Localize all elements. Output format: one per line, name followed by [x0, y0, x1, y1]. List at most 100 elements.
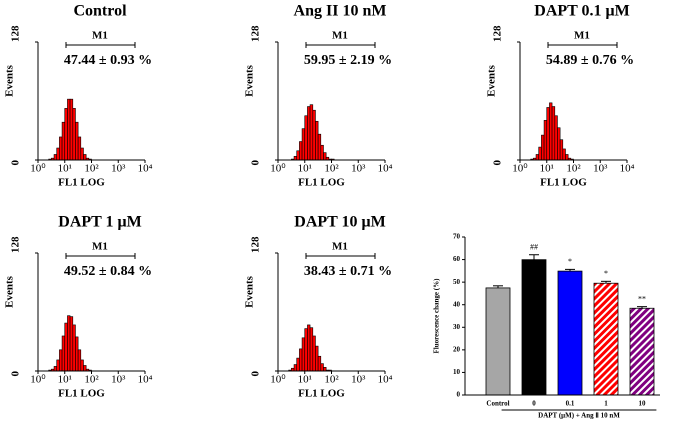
y-axis-label: Events: [244, 64, 256, 97]
y-tick-label: 0: [10, 160, 22, 166]
histogram-bar: [562, 148, 566, 161]
y-tick-label: 0: [250, 371, 262, 377]
gate-bracket: [65, 253, 136, 259]
y-tick-label: 20: [453, 345, 461, 353]
panel-title: Ang II 10 nM: [294, 3, 387, 20]
histogram-bar: [299, 141, 303, 161]
histogram-bar: [296, 357, 300, 372]
x-tick-label: 10¹: [58, 374, 72, 386]
x-tick-label: 1: [604, 400, 608, 408]
histogram-bar: [75, 121, 79, 161]
gate-annotation: 59.95 ± 2.19 %: [304, 53, 392, 68]
y-tick-label: 128: [250, 25, 262, 42]
significance-mark: *: [568, 257, 572, 266]
x-tick-label: 10⁴: [378, 163, 393, 175]
histogram-bar: [541, 134, 545, 161]
histogram-bar: [53, 366, 58, 372]
histogram-bar: [299, 348, 303, 372]
histogram-bar: [56, 359, 60, 372]
y-tick-label: 60: [453, 255, 461, 263]
y-tick-label: 0: [250, 160, 262, 166]
x-tick-label: 10¹: [298, 374, 312, 386]
x-tick-label: 10: [639, 400, 647, 408]
histogram-bar: [315, 120, 319, 161]
gate-annotation: 49.52 ± 0.84 %: [64, 264, 152, 279]
histogram-bar: [304, 328, 308, 372]
histogram-bar: [80, 359, 84, 372]
bar: [593, 282, 619, 396]
gate-bracket: [547, 42, 618, 48]
histogram-bar: [320, 144, 324, 161]
y-tick-label: 128: [492, 25, 504, 42]
x-tick-label: 10⁴: [620, 163, 635, 175]
x-tick-label: 10⁴: [138, 163, 153, 175]
histogram-bar: [551, 106, 556, 161]
histogram-bar: [69, 98, 74, 161]
gate-label: M1: [332, 241, 348, 253]
x-tick-label: 10⁰: [30, 374, 46, 386]
x-tick-label: 10¹: [540, 163, 554, 175]
histogram-bar: [565, 154, 569, 161]
x-tick-label: 10³: [593, 163, 608, 175]
histogram-bar: [293, 364, 298, 372]
panel-title: DAPT 1 μM: [58, 214, 141, 231]
histogram-bar: [61, 335, 66, 372]
y-tick-label: 0: [492, 160, 504, 166]
x-axis-label: FL1 LOG: [298, 388, 345, 400]
histogram-bar: [312, 109, 316, 161]
panel-title: DAPT 0.1 μM: [534, 3, 629, 20]
histogram-bar: [559, 139, 564, 161]
y-tick-label: 128: [10, 236, 22, 253]
histogram-bar: [323, 152, 327, 161]
x-axis-label: DAPT (μM) + Ang Ⅱ 10 nM: [538, 412, 620, 420]
histogram-bar: [315, 345, 319, 372]
x-tick-label: 10²: [324, 374, 339, 386]
x-tick-label: 10²: [324, 163, 339, 175]
histogram-bar: [554, 115, 558, 161]
histogram-bar: [56, 147, 60, 161]
x-tick-label: 10³: [351, 374, 366, 386]
gate-label: M1: [92, 241, 108, 253]
gate-annotation: 54.89 ± 0.76 %: [546, 53, 634, 68]
bar: [629, 307, 655, 396]
x-tick-label: 10⁰: [512, 163, 528, 175]
significance-mark: ##: [530, 243, 538, 252]
histogram-bar: [296, 150, 300, 161]
x-tick-label: 10²: [84, 374, 99, 386]
panel-title: Control: [73, 3, 127, 20]
x-tick-label: 0: [532, 400, 536, 408]
histogram-bar: [59, 349, 63, 372]
gate-label: M1: [92, 30, 108, 42]
histogram-bar: [317, 355, 322, 372]
histogram-bar: [307, 106, 311, 161]
histogram-bar: [307, 324, 311, 372]
x-tick-label: 10³: [111, 374, 126, 386]
histogram-bar: [80, 147, 84, 161]
histogram-bar: [309, 327, 314, 372]
gate-annotation: 38.43 ± 0.71 %: [304, 264, 392, 279]
histogram-bar: [301, 128, 306, 161]
histogram-bar: [83, 154, 87, 161]
y-tick-label: 40: [453, 300, 461, 308]
gate-bracket: [305, 253, 376, 259]
gate-bracket: [65, 42, 136, 48]
x-tick-label: 10¹: [58, 163, 72, 175]
histogram-bar: [77, 349, 82, 372]
histogram-bar: [320, 363, 324, 372]
histogram-bar: [72, 108, 76, 161]
y-tick-label: 10: [453, 368, 461, 376]
histogram-bar: [557, 127, 561, 161]
x-tick-label: 10¹: [298, 163, 312, 175]
gate-bracket: [305, 42, 376, 48]
gate-label: M1: [574, 30, 590, 42]
histogram-bar: [543, 120, 548, 161]
histogram-bar: [83, 365, 87, 372]
x-tick-label: 10³: [351, 163, 366, 175]
x-axis-label: FL1 LOG: [298, 177, 345, 189]
histogram-bar: [304, 115, 308, 161]
panel-title: DAPT 10 μM: [294, 214, 385, 231]
x-tick-label: 0.1: [566, 400, 575, 408]
x-axis-label: FL1 LOG: [540, 177, 587, 189]
histogram-bar: [535, 154, 540, 161]
